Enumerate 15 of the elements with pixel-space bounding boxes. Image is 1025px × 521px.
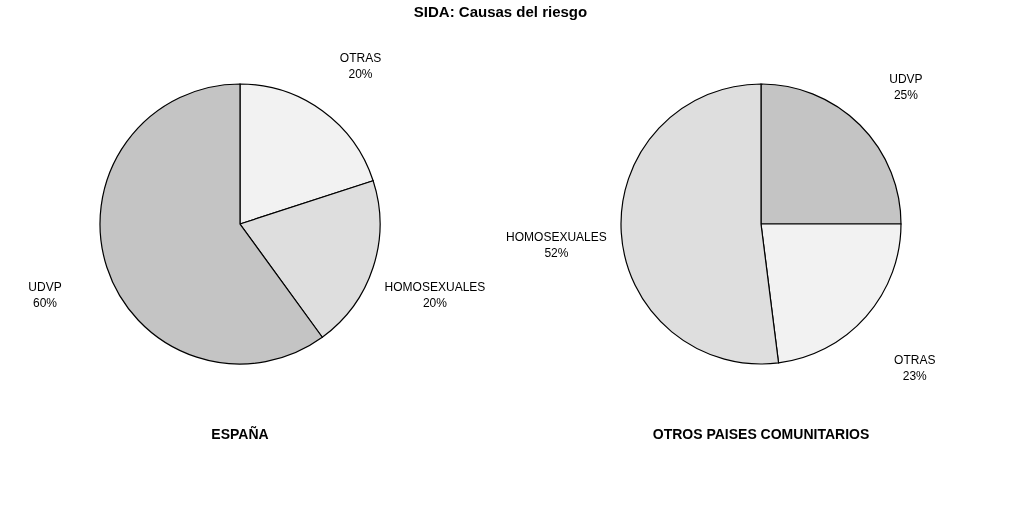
slice-label: HOMOSEXUALES (384, 280, 486, 295)
data-label: 20% (422, 296, 448, 311)
slice-label: OTRAS (894, 352, 936, 367)
data-label: 25% (893, 88, 919, 103)
slice-label: HOMOSEXUALES (506, 229, 607, 244)
slice-label: UDVP (28, 280, 62, 295)
data-label: 60% (33, 296, 58, 311)
data-label: 20% (348, 67, 373, 82)
slice-label: OTRAS (339, 51, 382, 66)
text: SIDA: Causas del riesgo (413, 3, 588, 20)
data-label: 23% (902, 368, 928, 383)
data-label: 52% (544, 245, 569, 260)
text: OTROS PAISES COMUNITARIOS (652, 426, 870, 442)
slice-label: UDVP (889, 72, 923, 87)
text: ESPAÑA (211, 425, 269, 442)
